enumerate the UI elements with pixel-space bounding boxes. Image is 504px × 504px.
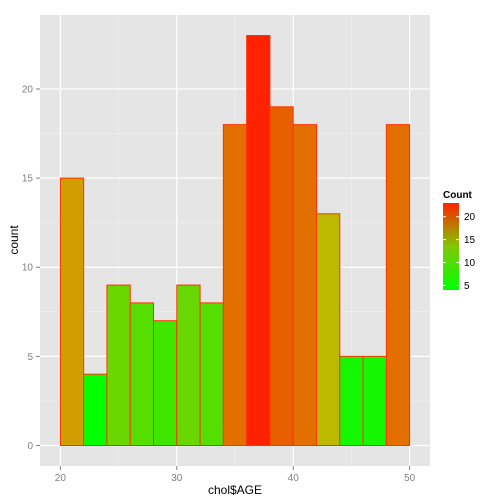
histogram-bar-1 [83,373,108,446]
x-tick-label: 40 [288,473,300,484]
y-tick-label: 5 [27,352,33,363]
histogram-bar-4 [153,320,178,446]
y-axis: 0 5 10 15 20 [22,84,40,452]
y-tick-label: 15 [22,174,34,185]
legend-ticks: 5 10 15 20 [443,212,476,292]
histogram-bar-7 [222,124,248,446]
y-tick-label: 0 [27,441,33,452]
histogram-bar-2 [106,284,131,446]
x-tick-label: 30 [171,473,183,484]
histogram-bar-12 [339,355,364,446]
histogram-bar-13 [362,355,387,446]
histogram-bar-9 [269,106,294,446]
legend-tick-label: 15 [464,235,476,246]
histogram-bar-5 [176,284,201,446]
legend-title: Count [443,190,473,201]
histogram-bar-0 [59,177,85,446]
legend-tick-label: 10 [464,258,476,269]
legend-colorbar [443,203,459,290]
histogram-bar-3 [129,302,155,446]
histogram-bar-14 [385,124,411,446]
x-axis: 20 30 40 50 [55,466,416,484]
legend-tick-label: 5 [464,281,470,292]
histogram-bar-6 [199,302,224,446]
x-tick-label: 50 [404,473,416,484]
y-tick-label: 20 [22,84,34,95]
x-axis-title: chol$AGE [208,483,262,497]
legend-tick-label: 20 [464,212,476,223]
histogram-bars [59,35,411,446]
y-axis-title: count [7,225,21,255]
y-tick-label: 10 [22,263,34,274]
histogram-bar-11 [315,213,341,446]
x-tick-label: 20 [55,473,67,484]
histogram-bar-10 [292,124,317,446]
histogram-bar-8 [246,35,271,446]
legend: Count 5 10 15 20 [443,190,476,292]
